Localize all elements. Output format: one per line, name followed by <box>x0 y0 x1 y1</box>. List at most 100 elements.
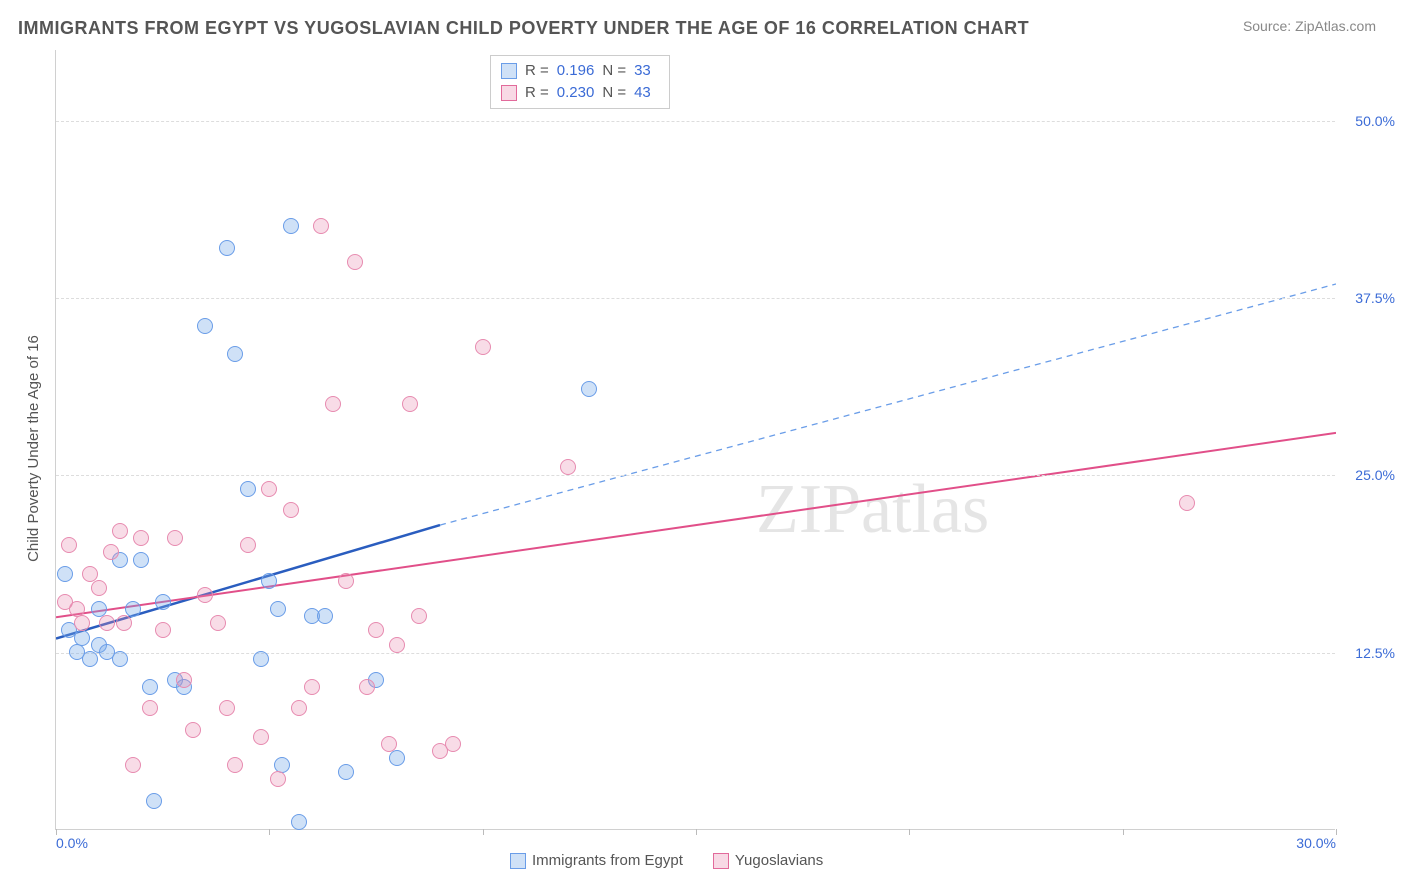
y-tick-label: 50.0% <box>1355 113 1395 129</box>
legend-swatch <box>510 853 526 869</box>
legend-row: R =0.196N =33 <box>501 60 659 82</box>
scatter-point <box>61 537 77 553</box>
scatter-point <box>240 481 256 497</box>
legend-n-value: 43 <box>634 84 651 101</box>
gridline-horizontal <box>56 121 1335 122</box>
scatter-point <box>389 637 405 653</box>
scatter-point <box>82 651 98 667</box>
x-tick-mark <box>696 829 697 835</box>
scatter-point <box>133 530 149 546</box>
scatter-point <box>261 573 277 589</box>
scatter-point <box>197 587 213 603</box>
trend-line-solid <box>56 433 1336 617</box>
legend-r-value: 0.230 <box>557 84 595 101</box>
scatter-point <box>270 601 286 617</box>
x-tick-label-right: 30.0% <box>1296 835 1336 851</box>
x-tick-mark <box>1336 829 1337 835</box>
trend-line-dashed <box>440 284 1336 525</box>
x-tick-mark <box>909 829 910 835</box>
correlation-legend: R =0.196N =33R =0.230N =43 <box>490 55 670 109</box>
legend-item: Immigrants from Egypt <box>510 852 683 869</box>
scatter-point <box>240 537 256 553</box>
scatter-point <box>112 523 128 539</box>
scatter-point <box>560 459 576 475</box>
gridline-horizontal <box>56 653 1335 654</box>
scatter-point <box>167 530 183 546</box>
scatter-point <box>253 651 269 667</box>
y-axis-label: Child Poverty Under the Age of 16 <box>25 335 42 562</box>
scatter-point <box>185 722 201 738</box>
scatter-point <box>389 750 405 766</box>
chart-title: IMMIGRANTS FROM EGYPT VS YUGOSLAVIAN CHI… <box>18 18 1029 39</box>
scatter-point <box>1179 495 1195 511</box>
scatter-point <box>146 793 162 809</box>
x-tick-mark <box>1123 829 1124 835</box>
y-tick-label: 12.5% <box>1355 645 1395 661</box>
scatter-point <box>125 757 141 773</box>
x-tick-label-left: 0.0% <box>56 835 88 851</box>
scatter-point <box>359 679 375 695</box>
y-tick-label: 37.5% <box>1355 290 1395 306</box>
legend-n-label: N = <box>602 62 626 79</box>
scatter-point <box>103 544 119 560</box>
scatter-point <box>57 566 73 582</box>
x-tick-mark <box>483 829 484 835</box>
scatter-point <box>291 814 307 830</box>
legend-swatch <box>501 85 517 101</box>
legend-item: Yugoslavians <box>713 852 823 869</box>
scatter-point <box>317 608 333 624</box>
gridline-horizontal <box>56 475 1335 476</box>
scatter-point <box>261 481 277 497</box>
legend-swatch <box>501 63 517 79</box>
scatter-point <box>142 700 158 716</box>
x-tick-mark <box>269 829 270 835</box>
y-axis-label-container: Child Poverty Under the Age of 16 <box>0 50 55 830</box>
scatter-point <box>133 552 149 568</box>
scatter-point <box>219 700 235 716</box>
scatter-point <box>581 381 597 397</box>
scatter-point <box>197 318 213 334</box>
scatter-point <box>155 622 171 638</box>
scatter-point <box>368 622 384 638</box>
scatter-point <box>283 218 299 234</box>
scatter-point <box>338 573 354 589</box>
legend-series-name: Immigrants from Egypt <box>532 852 683 869</box>
scatter-point <box>304 679 320 695</box>
scatter-point <box>125 601 141 617</box>
scatter-point <box>270 771 286 787</box>
scatter-point <box>74 630 90 646</box>
trend-lines-svg <box>56 50 1336 830</box>
scatter-point <box>313 218 329 234</box>
y-tick-label: 25.0% <box>1355 467 1395 483</box>
scatter-point <box>381 736 397 752</box>
legend-n-label: N = <box>602 84 626 101</box>
scatter-point <box>227 346 243 362</box>
legend-r-label: R = <box>525 84 549 101</box>
scatter-point <box>338 764 354 780</box>
watermark-text: ZIPatlas <box>756 470 989 550</box>
scatter-point <box>112 651 128 667</box>
scatter-point <box>116 615 132 631</box>
scatter-point <box>219 240 235 256</box>
scatter-point <box>283 502 299 518</box>
gridline-horizontal <box>56 298 1335 299</box>
legend-swatch <box>713 853 729 869</box>
legend-row: R = 0.230 N = 43 <box>501 82 659 104</box>
scatter-point <box>176 672 192 688</box>
scatter-point <box>99 615 115 631</box>
scatter-point <box>74 615 90 631</box>
legend-series-name: Yugoslavians <box>735 852 823 869</box>
series-legend: Immigrants from Egypt Yugoslavians <box>510 852 853 869</box>
scatter-point <box>402 396 418 412</box>
scatter-point <box>347 254 363 270</box>
scatter-point <box>91 580 107 596</box>
legend-r-value: 0.196 <box>557 62 595 79</box>
scatter-point <box>142 679 158 695</box>
scatter-point <box>325 396 341 412</box>
scatter-point <box>475 339 491 355</box>
scatter-point <box>227 757 243 773</box>
scatter-point <box>253 729 269 745</box>
scatter-plot-area: ZIPatlas 12.5%25.0%37.5%50.0%0.0%30.0% <box>55 50 1335 830</box>
scatter-point <box>291 700 307 716</box>
legend-r-label: R = <box>525 62 549 79</box>
